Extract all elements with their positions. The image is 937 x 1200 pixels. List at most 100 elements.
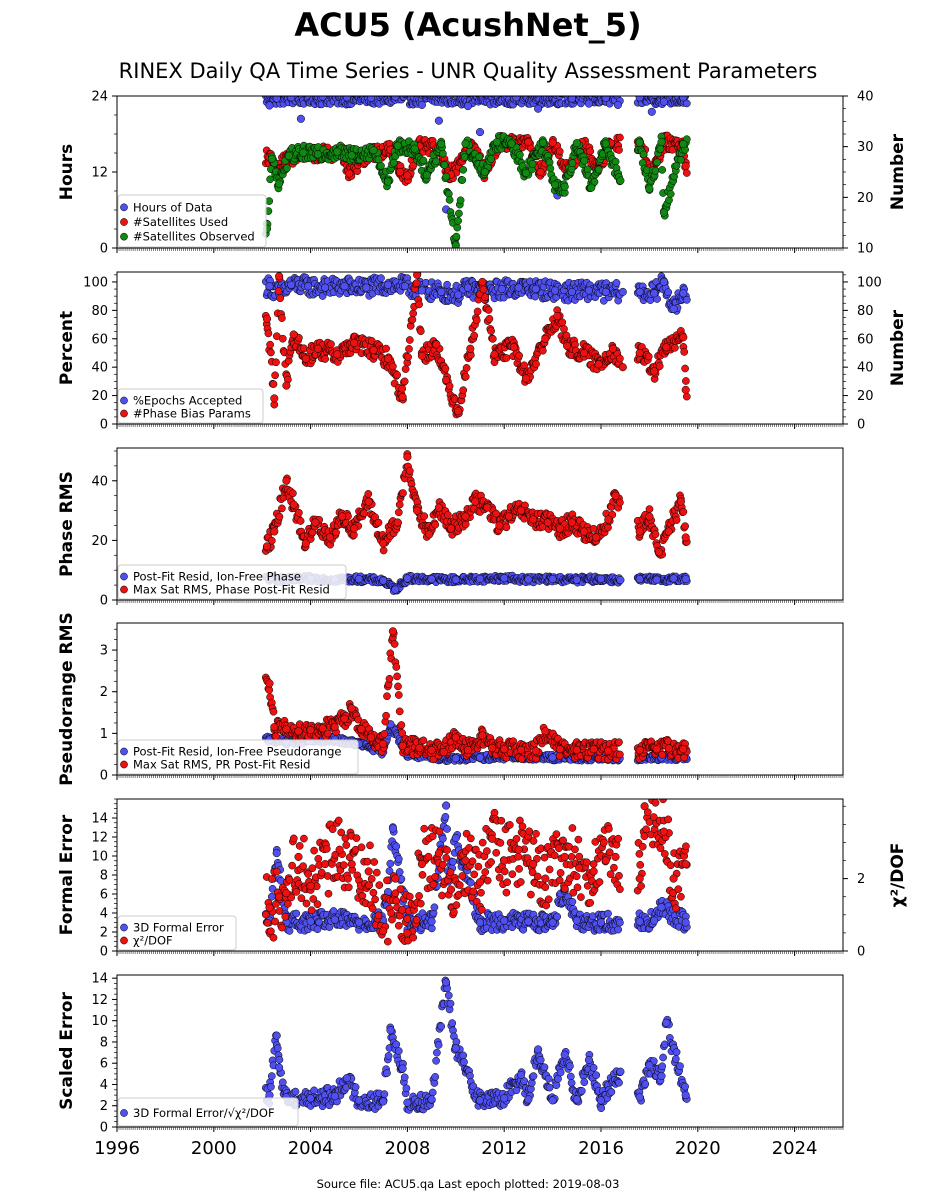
data-point bbox=[458, 176, 467, 184]
data-point bbox=[679, 289, 688, 298]
data-point bbox=[484, 306, 493, 314]
data-point bbox=[586, 147, 595, 156]
data-point bbox=[454, 290, 463, 299]
data-point bbox=[425, 530, 434, 539]
data-point bbox=[409, 309, 418, 318]
data-point bbox=[523, 96, 527, 97]
data-point bbox=[543, 518, 552, 527]
data-point bbox=[422, 170, 431, 180]
data-point bbox=[299, 148, 308, 157]
data-point bbox=[437, 140, 446, 149]
data-point bbox=[311, 518, 320, 527]
data-point bbox=[440, 161, 449, 169]
data-point bbox=[451, 96, 457, 97]
data-point bbox=[635, 138, 644, 147]
data-point bbox=[492, 96, 497, 97]
figure-subtitle: RINEX Daily QA Time Series - UNR Quality… bbox=[119, 59, 818, 83]
data-point bbox=[283, 164, 291, 172]
data-point bbox=[616, 498, 624, 507]
data-point bbox=[284, 151, 293, 160]
data-point bbox=[475, 574, 485, 583]
legend-label: Max Sat RMS, Phase Post-Fit Resid bbox=[133, 583, 330, 597]
data-point bbox=[488, 335, 497, 343]
scatter-points bbox=[261, 450, 691, 595]
data-point bbox=[587, 183, 596, 192]
legend: Hours of Data#Satellites Used#Satellites… bbox=[117, 194, 267, 248]
data-point bbox=[644, 352, 653, 361]
data-point bbox=[594, 360, 603, 369]
y-right-tick-label: 0 bbox=[857, 418, 865, 433]
data-point bbox=[528, 160, 537, 168]
data-point bbox=[500, 574, 509, 583]
data-point bbox=[524, 138, 533, 147]
data-point bbox=[413, 272, 422, 279]
data-point bbox=[635, 348, 644, 358]
scatter-points bbox=[261, 272, 691, 419]
y-right-tick-label: 40 bbox=[857, 361, 874, 376]
data-point bbox=[287, 280, 296, 289]
data-point bbox=[480, 167, 489, 177]
data-point bbox=[582, 96, 588, 97]
data-point bbox=[461, 139, 470, 148]
data-point bbox=[479, 285, 488, 294]
data-point bbox=[681, 385, 690, 394]
data-point bbox=[583, 96, 589, 97]
legend: %Epochs Accepted#Phase Bias Params bbox=[117, 388, 264, 424]
data-point bbox=[401, 365, 410, 373]
data-point bbox=[463, 102, 472, 111]
data-point bbox=[534, 104, 543, 113]
data-point bbox=[580, 527, 589, 536]
data-point bbox=[616, 96, 620, 97]
data-point bbox=[507, 139, 516, 148]
y-right-tick-label: 10 bbox=[857, 242, 874, 257]
data-point bbox=[613, 100, 622, 109]
data-point bbox=[446, 524, 456, 533]
series-red bbox=[261, 272, 691, 419]
legend-label: Post-Fit Resid, Ion-Free Phase bbox=[133, 570, 301, 584]
data-point bbox=[391, 585, 400, 594]
data-point bbox=[367, 96, 376, 102]
data-point bbox=[466, 344, 475, 353]
data-point bbox=[502, 523, 511, 532]
data-point bbox=[550, 286, 560, 295]
data-point bbox=[302, 96, 307, 97]
data-point bbox=[611, 157, 620, 166]
data-point bbox=[548, 575, 557, 584]
data-point bbox=[325, 533, 335, 542]
data-point bbox=[332, 528, 340, 537]
data-point bbox=[681, 522, 689, 531]
data-point bbox=[478, 277, 487, 286]
data-point bbox=[532, 360, 540, 368]
data-point bbox=[393, 141, 402, 150]
chart-panel: 0 20 40 Phase RMS Post-Fit Resid, Ion-Free P… bbox=[57, 447, 844, 609]
data-point bbox=[403, 171, 412, 180]
data-point bbox=[275, 512, 284, 521]
data-point bbox=[379, 546, 388, 555]
data-point bbox=[601, 287, 610, 296]
data-point bbox=[514, 283, 523, 292]
data-point bbox=[645, 512, 654, 521]
data-point bbox=[379, 96, 383, 97]
data-point bbox=[463, 283, 472, 292]
data-point bbox=[613, 96, 618, 97]
legend-marker bbox=[120, 396, 128, 405]
data-point bbox=[650, 367, 659, 376]
data-point bbox=[270, 527, 279, 536]
data-point bbox=[389, 158, 398, 167]
data-point bbox=[352, 96, 357, 97]
y-tick-label: 40 bbox=[91, 361, 108, 376]
data-point bbox=[454, 407, 463, 416]
data-point bbox=[432, 157, 440, 166]
data-point bbox=[405, 345, 413, 353]
data-point bbox=[653, 158, 661, 167]
data-point bbox=[445, 196, 454, 204]
data-point bbox=[278, 504, 286, 513]
data-point bbox=[271, 371, 279, 380]
data-point bbox=[520, 361, 529, 370]
y-right-tick-label: 80 bbox=[857, 304, 874, 319]
data-point bbox=[379, 539, 388, 548]
data-point bbox=[275, 179, 284, 188]
data-point bbox=[413, 506, 422, 515]
data-point bbox=[657, 138, 666, 147]
